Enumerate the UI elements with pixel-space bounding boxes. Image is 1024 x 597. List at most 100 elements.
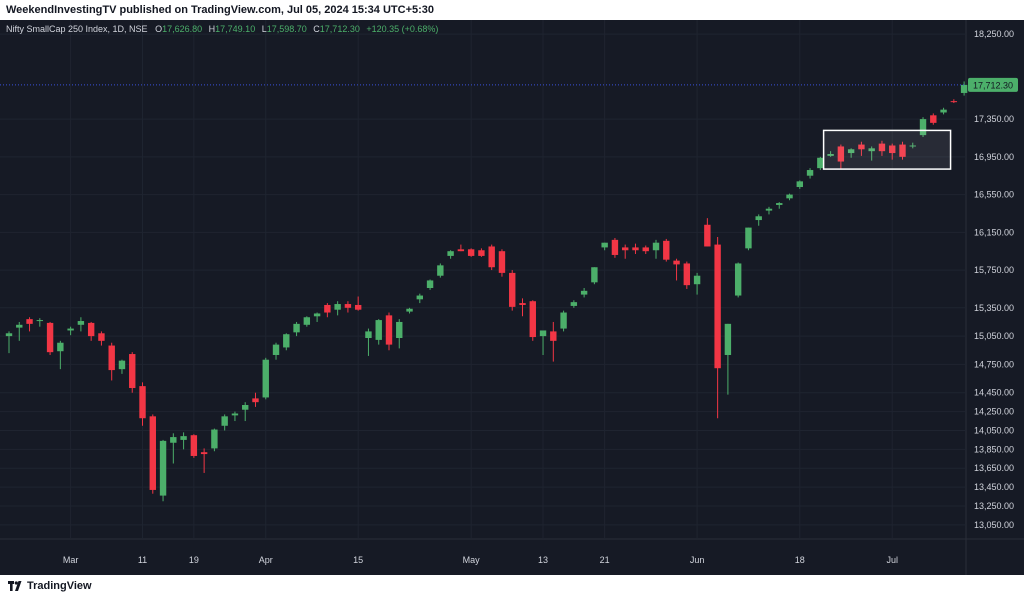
candle-down [354, 296, 362, 311]
candle-body [909, 145, 916, 147]
candle-down [837, 144, 845, 170]
candle-body [919, 119, 927, 136]
candle-up [734, 262, 742, 298]
grid-lines [0, 20, 1024, 575]
candle-up [334, 301, 341, 316]
candle-body [252, 398, 259, 403]
candle-up [170, 433, 177, 464]
candle-down [324, 303, 331, 318]
x-tick-label: Apr [259, 555, 273, 565]
legend-open-label: O [155, 24, 162, 34]
candle-body [488, 246, 495, 268]
candle-up [375, 319, 382, 345]
candle-body [416, 295, 423, 300]
candle-down [139, 382, 146, 426]
price-axis[interactable]: 18,250.00 17,350.00 16,950.00 16,550.00 16,1… [974, 29, 1014, 530]
candle-down [26, 317, 33, 332]
candle-body [765, 208, 773, 211]
candle-up [262, 357, 269, 400]
legend-open-value: 17,626.80 [162, 24, 202, 34]
candle-body [960, 84, 968, 93]
candle-body [673, 260, 680, 265]
x-tick-label: 18 [795, 555, 805, 565]
legend-change: +120.35 (+0.68%) [366, 24, 438, 34]
y-tick-label: 15,350.00 [974, 303, 1014, 313]
candle-body [509, 272, 516, 307]
candle-body [622, 247, 629, 251]
candlestick-chart[interactable]: 17,712.30 18,250.00 17,350.00 16,950.00 16,… [0, 20, 1024, 575]
candle-down [899, 141, 906, 160]
y-tick-label: 15,750.00 [974, 265, 1014, 275]
candle-up [755, 214, 762, 226]
candle-up [5, 331, 13, 354]
candle-body [190, 435, 198, 456]
candle-body [560, 312, 567, 329]
candle-body [498, 251, 506, 273]
candle-up [940, 107, 947, 115]
candle-up [293, 321, 300, 337]
candle-body [457, 249, 465, 252]
candle-up [560, 310, 567, 332]
candle-body [36, 320, 44, 322]
y-tick-label: 16,150.00 [974, 227, 1014, 237]
candle-down [889, 143, 896, 160]
candle-up [796, 180, 803, 189]
candle-down [200, 448, 208, 473]
candle-body [334, 304, 341, 310]
legend-line: Nifty SmallCap 250 Index, 1D, NSE O17,62… [6, 24, 438, 34]
y-tick-label: 15,050.00 [974, 331, 1014, 341]
candle-body [889, 145, 896, 154]
x-tick-label: Jul [886, 555, 898, 565]
candle-down [98, 331, 105, 346]
x-tick-label: 15 [353, 555, 363, 565]
candle-body [77, 321, 85, 325]
candle-up [724, 323, 732, 395]
candle-down [457, 244, 465, 252]
y-tick-label: 14,250.00 [974, 407, 1014, 417]
candle-up [77, 317, 85, 332]
candle-body [262, 359, 269, 398]
candle-body [714, 244, 721, 369]
overlays: 17,712.30 [0, 77, 1018, 170]
candle-body [478, 250, 485, 256]
candle-up [693, 272, 701, 295]
candle-body [847, 149, 855, 154]
candle-body [683, 263, 691, 286]
legend-low-value: 17,598.70 [267, 24, 307, 34]
candle-down [529, 300, 536, 341]
candle-up [652, 239, 660, 259]
candle-body [242, 405, 249, 410]
candle-up [570, 300, 578, 308]
candle-up [847, 148, 855, 158]
candle-up [67, 326, 74, 336]
candle-up [580, 287, 588, 298]
time-axis[interactable]: Mar 11 19 Apr 15 May 13 21 Jun 18 Jul [63, 555, 898, 565]
candle-down [385, 312, 393, 351]
candle-body [940, 109, 947, 113]
candle-body [950, 101, 958, 103]
candle-up [827, 151, 834, 157]
candle-body [129, 354, 136, 389]
candle-up [118, 359, 126, 374]
candle-down [488, 244, 495, 271]
candle-up [601, 242, 608, 251]
candle-down [714, 237, 721, 419]
candle-down [509, 270, 516, 311]
candle-up [591, 267, 598, 285]
candle-body [67, 328, 74, 331]
candle-body [180, 436, 187, 440]
candle-up [745, 227, 752, 251]
candle-body [837, 146, 845, 162]
candle-body [776, 203, 783, 205]
candle-body [396, 321, 403, 339]
candle-down [149, 414, 156, 494]
candle-body [98, 333, 105, 341]
candle-body [632, 247, 639, 251]
candle-up [242, 402, 249, 422]
candle-body [899, 144, 906, 157]
candle-down [129, 352, 136, 393]
candle-body [159, 440, 167, 496]
candle-up [57, 340, 64, 370]
candle-up [365, 328, 372, 356]
candle-body [26, 319, 33, 324]
